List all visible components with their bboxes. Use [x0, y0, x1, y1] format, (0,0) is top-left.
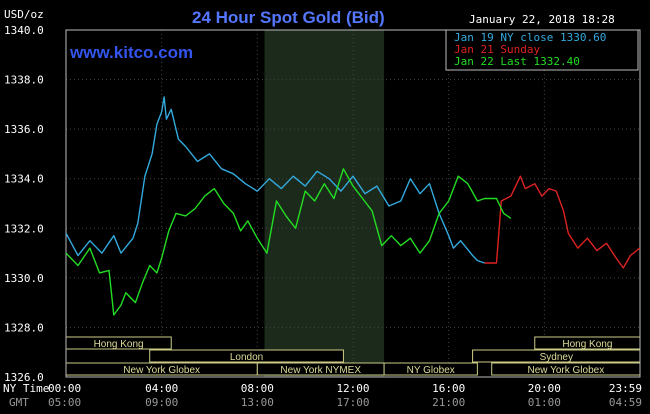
x-tick-label-gmt: 21:00 [432, 396, 465, 409]
y-tick-label: 1336.0 [4, 123, 44, 136]
plot-border [65, 29, 641, 378]
market-session-label: New York NYMEX [280, 365, 361, 376]
y-tick-label: 1340.0 [4, 24, 44, 37]
y-tick-label: 1332.0 [4, 222, 44, 235]
x-tick-label-gmt: 04:59 [609, 396, 642, 409]
x-tick-label-gmt: 01:00 [528, 396, 561, 409]
market-session-bar [149, 349, 344, 363]
x-tick-label-ny: 00:00 [48, 382, 81, 395]
y-tick-label: 1328.0 [4, 321, 44, 334]
chart-title: 24 Hour Spot Gold (Bid) [192, 8, 385, 27]
nymex-session-shading [264, 30, 385, 377]
price-series [65, 96, 641, 316]
series-line-0 [65, 96, 485, 264]
x-tick-label-gmt: 17:00 [336, 396, 369, 409]
market-session-label: Hong Kong [94, 339, 144, 350]
legend-entry-jan22: Jan 22 Last 1332.40 [454, 55, 580, 68]
market-session-bar [383, 362, 478, 376]
y-axis-unit-label: USD/oz [4, 8, 44, 21]
watermark-url: www.kitco.com [69, 43, 193, 62]
x-tick-label-ny: 08:00 [241, 382, 274, 395]
y-tick-label: 1330.0 [4, 272, 44, 285]
chart-timestamp: January 22, 2018 18:28 [469, 13, 615, 26]
x-tick-label-gmt: 05:00 [48, 396, 81, 409]
market-session-label: NY Globex [407, 365, 455, 376]
y-tick-label: 1334.0 [4, 173, 44, 186]
x-tick-label-ny: 20:00 [528, 382, 561, 395]
series-line-2 [65, 168, 512, 316]
y-tick-label: 1326.0 [4, 371, 44, 384]
legend-entry-jan19: Jan 19 NY close 1330.60 [454, 31, 606, 44]
legend-entry-jan21: Jan 21 Sunday [454, 43, 540, 56]
y-axis-ticks: 1340.0 1338.0 1336.0 1334.0 1332.0 1330.0 1328… [4, 24, 44, 384]
ny-time-label: NY Time [3, 382, 49, 395]
x-tick-label-ny: 12:00 [336, 382, 369, 395]
market-session-label: Sydney [540, 352, 573, 363]
market-session-label: New York Globex [527, 365, 604, 376]
market-session-label: Hong Kong [562, 339, 612, 350]
legend-box [445, 29, 639, 71]
series-line-1 [484, 175, 641, 269]
x-tick-label-gmt: 13:00 [241, 396, 274, 409]
y-tick-label: 1338.0 [4, 74, 44, 87]
market-session-label: London [230, 352, 263, 363]
x-tick-label-ny: 16:00 [432, 382, 465, 395]
market-sessions: Hong Kong Hong Kong London Sydney New York G… [65, 336, 641, 376]
x-tick-label-ny: 04:00 [145, 382, 178, 395]
legend: Jan 19 NY close 1330.60 Jan 21 Sunday Ja… [445, 29, 639, 71]
x-tick-label-ny: 23:59 [609, 382, 642, 395]
market-session-label: New York Globex [123, 365, 200, 376]
x-tick-label-gmt: 09:00 [145, 396, 178, 409]
gmt-label: GMT [9, 396, 29, 409]
